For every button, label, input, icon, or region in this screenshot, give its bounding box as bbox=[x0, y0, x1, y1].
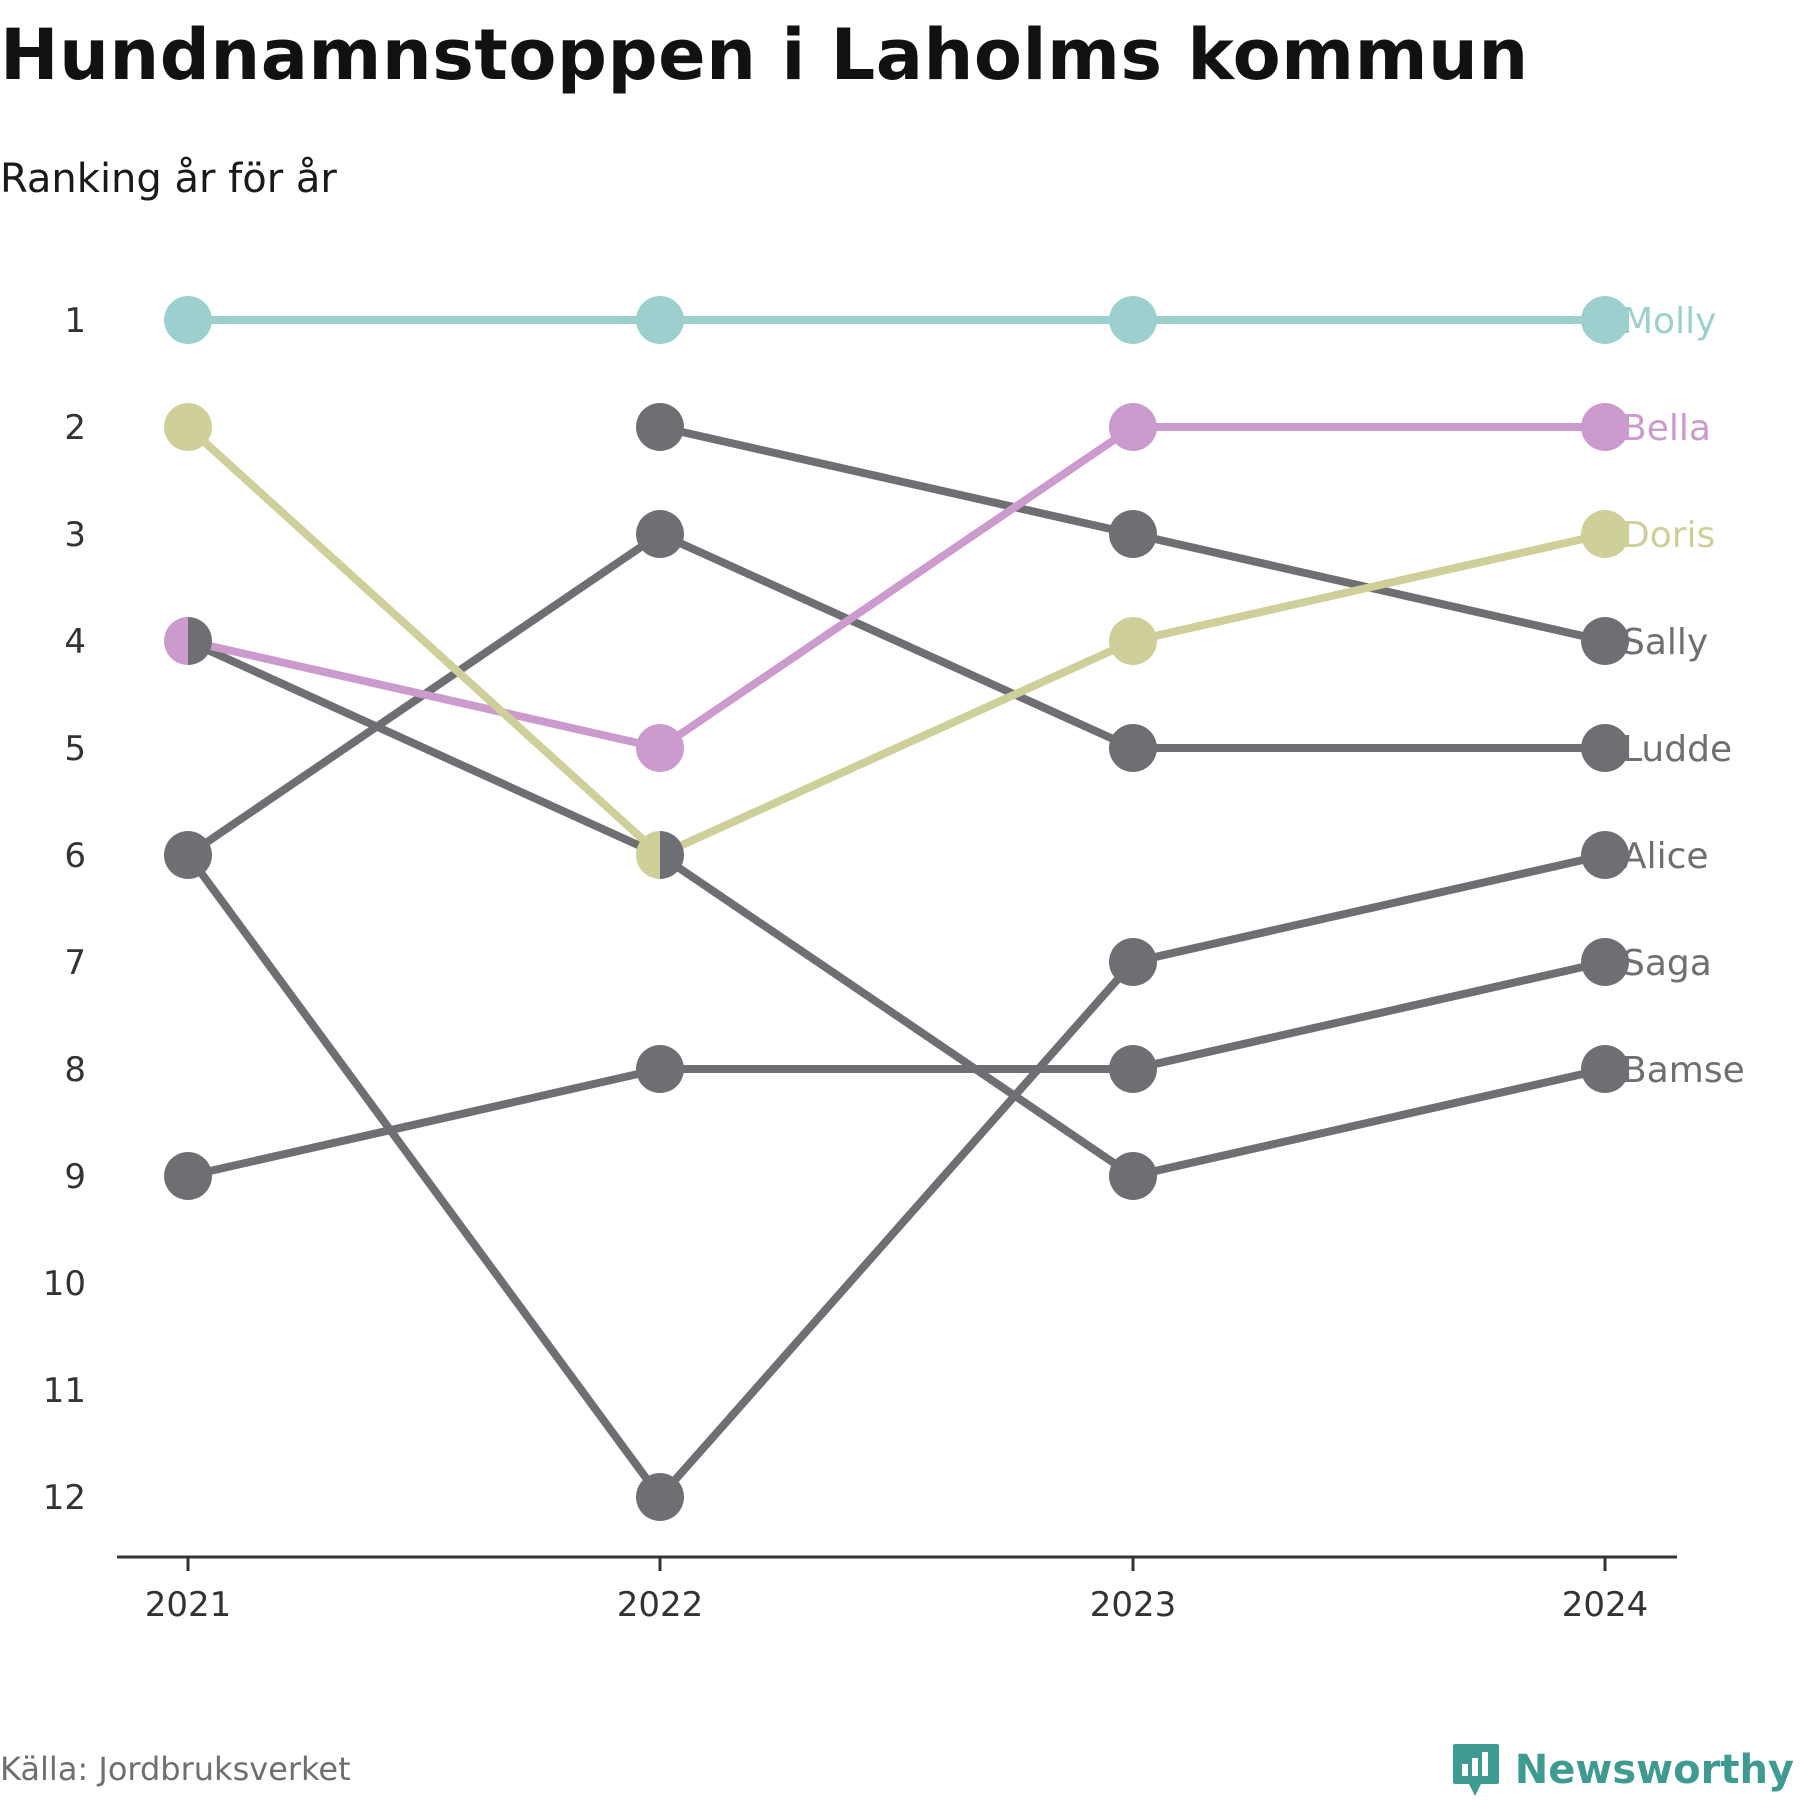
y-tick-label: 1 bbox=[64, 301, 86, 341]
data-point bbox=[1581, 510, 1629, 558]
data-point bbox=[1581, 1045, 1629, 1093]
data-point bbox=[636, 296, 684, 344]
chart-title: Hundnamnstoppen i Laholms kommun bbox=[0, 14, 1529, 96]
data-point bbox=[636, 724, 684, 772]
y-tick-label: 11 bbox=[43, 1371, 86, 1411]
y-tick-label: 12 bbox=[43, 1478, 86, 1518]
series-label: Saga bbox=[1622, 943, 1712, 984]
data-point bbox=[1109, 510, 1157, 558]
series-label: Sally bbox=[1622, 622, 1708, 663]
series-line bbox=[187, 423, 1605, 752]
data-point bbox=[1109, 938, 1157, 986]
data-point bbox=[1109, 1045, 1157, 1093]
data-point bbox=[660, 831, 684, 879]
data-point bbox=[1109, 1152, 1157, 1200]
x-tick-label: 2022 bbox=[617, 1585, 704, 1625]
data-point bbox=[636, 1045, 684, 1093]
series-label: Molly bbox=[1622, 301, 1716, 342]
data-point bbox=[164, 296, 212, 344]
data-point bbox=[164, 617, 188, 665]
data-point bbox=[636, 510, 684, 558]
y-tick-label: 4 bbox=[64, 622, 86, 662]
data-point bbox=[1109, 724, 1157, 772]
data-point bbox=[164, 831, 212, 879]
data-point bbox=[636, 831, 660, 879]
series-label: Doris bbox=[1622, 515, 1715, 556]
y-tick-label: 2 bbox=[64, 408, 86, 448]
x-tick-label: 2024 bbox=[1562, 1585, 1649, 1625]
series-label: Alice bbox=[1622, 836, 1709, 877]
data-point bbox=[1581, 831, 1629, 879]
series-line bbox=[185, 424, 1606, 859]
data-point bbox=[188, 617, 212, 665]
series-label: Ludde bbox=[1622, 729, 1732, 770]
series-line bbox=[187, 958, 1606, 1180]
source-note: Källa: Jordbruksverket bbox=[0, 1750, 351, 1788]
series-label: Bella bbox=[1622, 408, 1711, 449]
y-tick-label: 3 bbox=[64, 515, 86, 555]
series-line bbox=[184, 851, 1606, 1501]
y-tick-label: 6 bbox=[64, 836, 86, 876]
data-point bbox=[164, 1152, 212, 1200]
data-point bbox=[1581, 617, 1629, 665]
data-point bbox=[1109, 403, 1157, 451]
data-point bbox=[636, 403, 684, 451]
y-tick-label: 8 bbox=[64, 1050, 86, 1090]
data-point bbox=[1581, 296, 1629, 344]
x-tick-label: 2021 bbox=[145, 1585, 232, 1625]
x-tick-label: 2023 bbox=[1090, 1585, 1177, 1625]
y-tick-label: 9 bbox=[64, 1157, 86, 1197]
chart-subtitle: Ranking år för år bbox=[0, 156, 337, 202]
y-tick-label: 7 bbox=[64, 943, 86, 983]
y-tick-label: 10 bbox=[43, 1264, 86, 1304]
series-label: Bamse bbox=[1622, 1050, 1745, 1091]
y-tick-label: 5 bbox=[64, 729, 86, 769]
data-point bbox=[1109, 617, 1157, 665]
newsworthy-logo-icon bbox=[1452, 1744, 1499, 1796]
data-point bbox=[1581, 403, 1629, 451]
data-point bbox=[1109, 296, 1157, 344]
data-point bbox=[164, 403, 212, 451]
data-point bbox=[1581, 938, 1629, 986]
data-point bbox=[1581, 724, 1629, 772]
data-point bbox=[636, 1473, 684, 1521]
brand-name: Newsworthy bbox=[1514, 1747, 1794, 1793]
series-line bbox=[186, 637, 1606, 1180]
brand-logo: Newsworthy bbox=[1451, 1742, 1794, 1798]
